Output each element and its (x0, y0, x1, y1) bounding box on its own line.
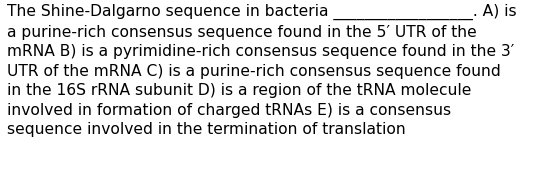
Text: The Shine-Dalgarno sequence in bacteria __________________. A) is
a purine-rich : The Shine-Dalgarno sequence in bacteria … (7, 4, 517, 137)
